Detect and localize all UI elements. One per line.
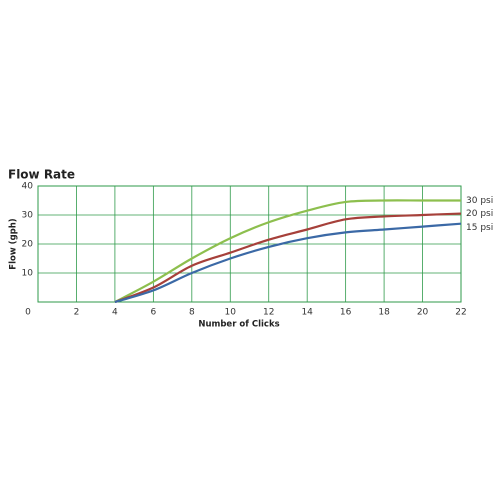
y-tick-label: 40: [22, 182, 34, 192]
x-tick-label: 14: [301, 308, 313, 318]
series-label: 15 psi: [466, 223, 493, 233]
x-tick-label: 6: [150, 308, 156, 318]
y-axis-label: Flow (gph): [9, 218, 19, 269]
x-tick-label: 20: [417, 308, 429, 318]
x-tick-label: 12: [263, 308, 274, 318]
y-tick-label: 10: [22, 269, 34, 279]
x-tick-label: 0: [25, 308, 31, 318]
x-tick-label: 8: [189, 308, 195, 318]
y-tick-label: 30: [22, 211, 34, 221]
series-line: [114, 212, 462, 304]
series-line: [114, 222, 462, 304]
y-tick-label: 20: [22, 240, 34, 250]
series-line: [114, 199, 461, 303]
x-tick-label: 10: [225, 308, 237, 318]
x-tick-label: 22: [455, 308, 466, 318]
x-tick-label: 4: [112, 308, 118, 318]
series-label: 30 psi: [466, 196, 493, 206]
series-label: 20 psi: [466, 209, 493, 219]
x-tick-label: 18: [378, 308, 390, 318]
x-tick-label: 16: [340, 308, 352, 318]
chart-title: Flow Rate: [8, 168, 75, 182]
x-tick-label: 2: [74, 308, 80, 318]
x-axis-label: Number of Clicks: [198, 320, 279, 330]
